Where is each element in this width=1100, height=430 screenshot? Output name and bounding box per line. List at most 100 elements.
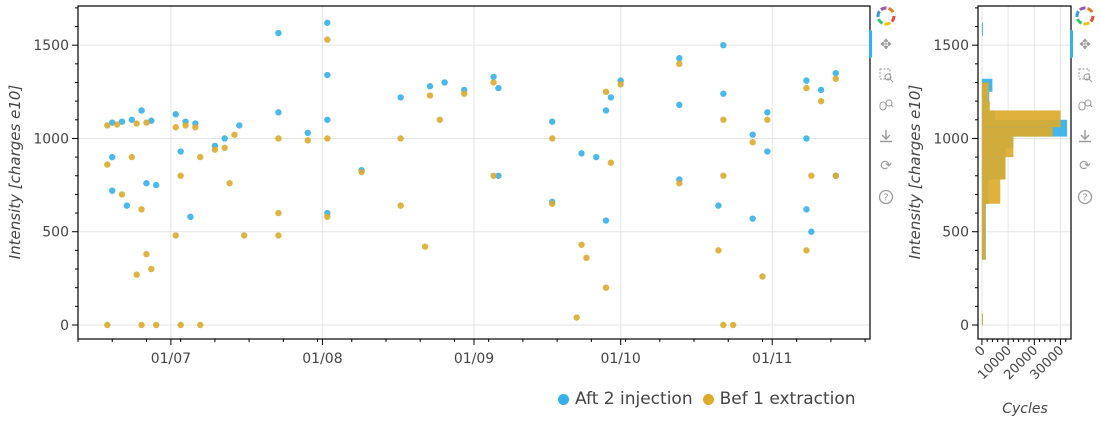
data-point xyxy=(138,321,145,329)
data-point xyxy=(172,111,179,118)
data-point xyxy=(808,172,815,179)
data-point xyxy=(495,172,502,179)
data-point xyxy=(128,116,135,123)
hist-x-axis-label: Cycles xyxy=(1002,401,1048,417)
y-tick-label: 1500 xyxy=(933,38,969,54)
data-point xyxy=(803,247,810,254)
hist-bar xyxy=(981,127,1053,137)
data-point xyxy=(109,153,116,161)
data-point xyxy=(172,232,179,239)
data-point xyxy=(324,116,331,123)
y-tick-label: 1000 xyxy=(33,131,69,147)
data-point xyxy=(617,81,624,88)
legend-item-aft[interactable]: Aft 2 injection xyxy=(558,389,693,409)
data-point xyxy=(153,321,160,329)
wheel-zoom-icon[interactable] xyxy=(1070,93,1100,117)
svg-text:?: ? xyxy=(1082,193,1087,204)
pan-icon[interactable]: ✥ xyxy=(1079,37,1091,53)
data-point xyxy=(231,131,238,138)
legend: Aft 2 injection Bef 1 extraction xyxy=(558,386,866,412)
data-point xyxy=(441,79,448,86)
y-tick-label: 0 xyxy=(960,318,969,334)
data-point xyxy=(602,217,610,224)
hist-bar xyxy=(981,313,983,326)
selection-marker xyxy=(869,30,872,58)
data-point xyxy=(221,144,228,151)
data-point xyxy=(133,271,140,278)
data-point xyxy=(602,107,610,114)
data-point xyxy=(720,41,727,49)
data-point xyxy=(832,172,839,179)
data-point xyxy=(803,135,810,142)
wheel-zoom-icon[interactable] xyxy=(871,93,901,117)
data-point xyxy=(602,284,610,291)
data-point xyxy=(832,69,839,77)
reset-icon[interactable]: ⟳ xyxy=(880,158,892,174)
save-icon[interactable] xyxy=(871,124,901,148)
hist-bar xyxy=(981,110,1061,128)
legend-label-aft: Aft 2 injection xyxy=(575,389,693,409)
box-zoom-icon[interactable] xyxy=(1070,63,1100,87)
data-point xyxy=(749,215,756,222)
pan-icon[interactable]: ✥ xyxy=(880,37,892,53)
data-point xyxy=(593,153,600,161)
data-point xyxy=(720,172,727,179)
bokeh-logo-icon[interactable] xyxy=(871,4,901,28)
data-point xyxy=(759,273,766,280)
data-point xyxy=(764,116,771,123)
data-point xyxy=(573,314,580,321)
data-point xyxy=(324,135,331,142)
data-point xyxy=(177,172,184,179)
data-point xyxy=(602,88,610,96)
data-point xyxy=(461,90,468,97)
hist-bar xyxy=(981,203,986,260)
reset-icon[interactable]: ⟳ xyxy=(1079,158,1091,174)
data-point xyxy=(490,79,497,86)
data-point xyxy=(177,321,184,329)
data-point xyxy=(324,71,331,79)
data-point xyxy=(324,36,331,43)
main-y-axis-label: Intensity [charges e10] xyxy=(6,85,24,260)
main-x-axis: 01/07 01/08 01/09 01/10 01/11 xyxy=(77,339,866,367)
data-point xyxy=(720,321,727,329)
data-point xyxy=(426,83,434,90)
scatter-plot[interactable]: 0 500 1000 1500 01/07 01/08 01/09 01/10 01/11 I… xyxy=(6,5,871,367)
data-point xyxy=(549,200,556,207)
data-point xyxy=(304,137,311,144)
data-point xyxy=(426,92,434,99)
legend-item-bef[interactable]: Bef 1 extraction xyxy=(702,389,856,409)
data-point xyxy=(143,250,150,258)
data-point xyxy=(397,94,404,101)
series-aft-2-injection xyxy=(109,19,839,235)
data-point xyxy=(358,168,365,176)
data-point xyxy=(197,321,204,329)
data-point xyxy=(104,122,111,129)
hist-bar xyxy=(981,82,989,102)
help-icon[interactable]: ? xyxy=(1070,185,1100,209)
data-point xyxy=(495,84,502,92)
data-point xyxy=(720,90,727,97)
data-point xyxy=(764,148,771,155)
data-point xyxy=(118,191,126,198)
help-icon[interactable]: ? xyxy=(871,185,901,209)
hist-frame xyxy=(977,5,1072,340)
data-point xyxy=(143,119,150,126)
selection-marker xyxy=(1070,30,1073,58)
y-tick-label: 500 xyxy=(942,225,969,241)
data-point xyxy=(676,60,683,68)
x-tick-label: 0 xyxy=(972,343,988,359)
data-point xyxy=(715,247,722,254)
save-icon[interactable] xyxy=(1070,124,1100,148)
x-tick-label: 01/08 xyxy=(302,351,342,367)
bokeh-logo-icon[interactable] xyxy=(1070,4,1100,28)
box-zoom-icon[interactable] xyxy=(871,63,901,87)
legend-label-bef: Bef 1 extraction xyxy=(719,389,856,409)
hist-y-axis: 0 500 1000 1500 xyxy=(933,7,978,334)
data-point xyxy=(211,146,219,153)
data-point xyxy=(715,202,722,209)
data-point xyxy=(749,131,756,138)
data-point xyxy=(583,254,590,262)
